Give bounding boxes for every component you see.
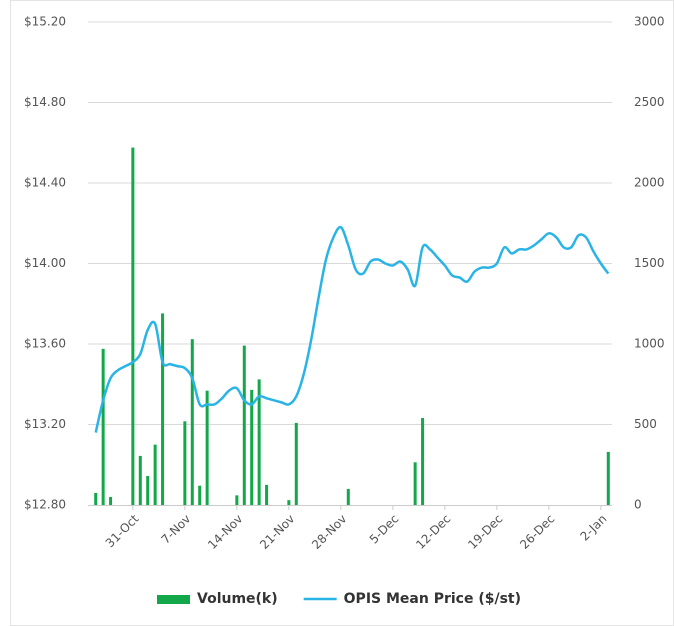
bar <box>257 379 261 505</box>
bar <box>101 348 105 505</box>
y2-tick-label: 3000 <box>634 15 665 29</box>
x-tick-label: 12-Dec <box>413 512 453 552</box>
x-tick-label: 21-Nov <box>257 512 297 552</box>
x-tick-label: 2-Jan <box>578 512 610 544</box>
bar <box>287 500 291 505</box>
bar <box>413 462 417 505</box>
x-tick-label: 26-Dec <box>517 512 557 552</box>
y2-tick-label: 500 <box>634 417 657 431</box>
x-tick-label: 28-Nov <box>309 512 349 552</box>
bar <box>131 147 135 505</box>
y-tick-label: $14.80 <box>24 95 66 109</box>
price-line <box>94 225 610 433</box>
y-tick-label: $12.80 <box>24 498 66 512</box>
bar <box>146 476 150 505</box>
bar <box>265 484 269 505</box>
frame <box>10 0 674 626</box>
bar <box>109 496 113 505</box>
bar <box>198 485 202 505</box>
bar <box>346 488 350 505</box>
x-tick-label: 14-Nov <box>205 512 245 552</box>
y-tick-label: $13.60 <box>24 337 66 351</box>
y2-tick-label: 1000 <box>634 337 665 351</box>
y-tick-label: $14.40 <box>24 176 66 190</box>
bar <box>242 345 246 505</box>
grid <box>88 21 612 425</box>
y2-tick-label: 2500 <box>634 95 665 109</box>
y-tick-label: $15.20 <box>24 15 66 29</box>
y-tick-label: $14.00 <box>24 256 66 270</box>
x-tick-label: 19-Dec <box>465 512 505 552</box>
bar <box>161 313 165 505</box>
y2-tick-label: 2000 <box>634 176 665 190</box>
x-tick-label: 31-Oct <box>103 511 142 550</box>
bar <box>606 451 610 505</box>
legend-label: Volume(k) <box>197 591 278 607</box>
bar <box>250 389 254 505</box>
bar <box>294 422 298 505</box>
bar <box>153 444 157 505</box>
bar <box>421 418 425 505</box>
legend-swatch <box>157 595 190 604</box>
bar <box>138 455 142 505</box>
bar <box>190 339 194 505</box>
x-tick-label: 7-Nov <box>159 512 194 547</box>
bar <box>205 390 209 505</box>
bar <box>235 495 239 505</box>
x-tick-label: 5-Dec <box>367 512 402 547</box>
legend: Volume(k) OPIS Mean Price ($/st) <box>157 591 521 607</box>
bar <box>183 421 187 505</box>
bar <box>94 492 98 505</box>
y2-tick-label: 0 <box>634 498 642 512</box>
legend-label: OPIS Mean Price ($/st) <box>344 591 521 607</box>
y-tick-label: $13.20 <box>24 417 66 431</box>
y2-tick-label: 1500 <box>634 256 665 270</box>
